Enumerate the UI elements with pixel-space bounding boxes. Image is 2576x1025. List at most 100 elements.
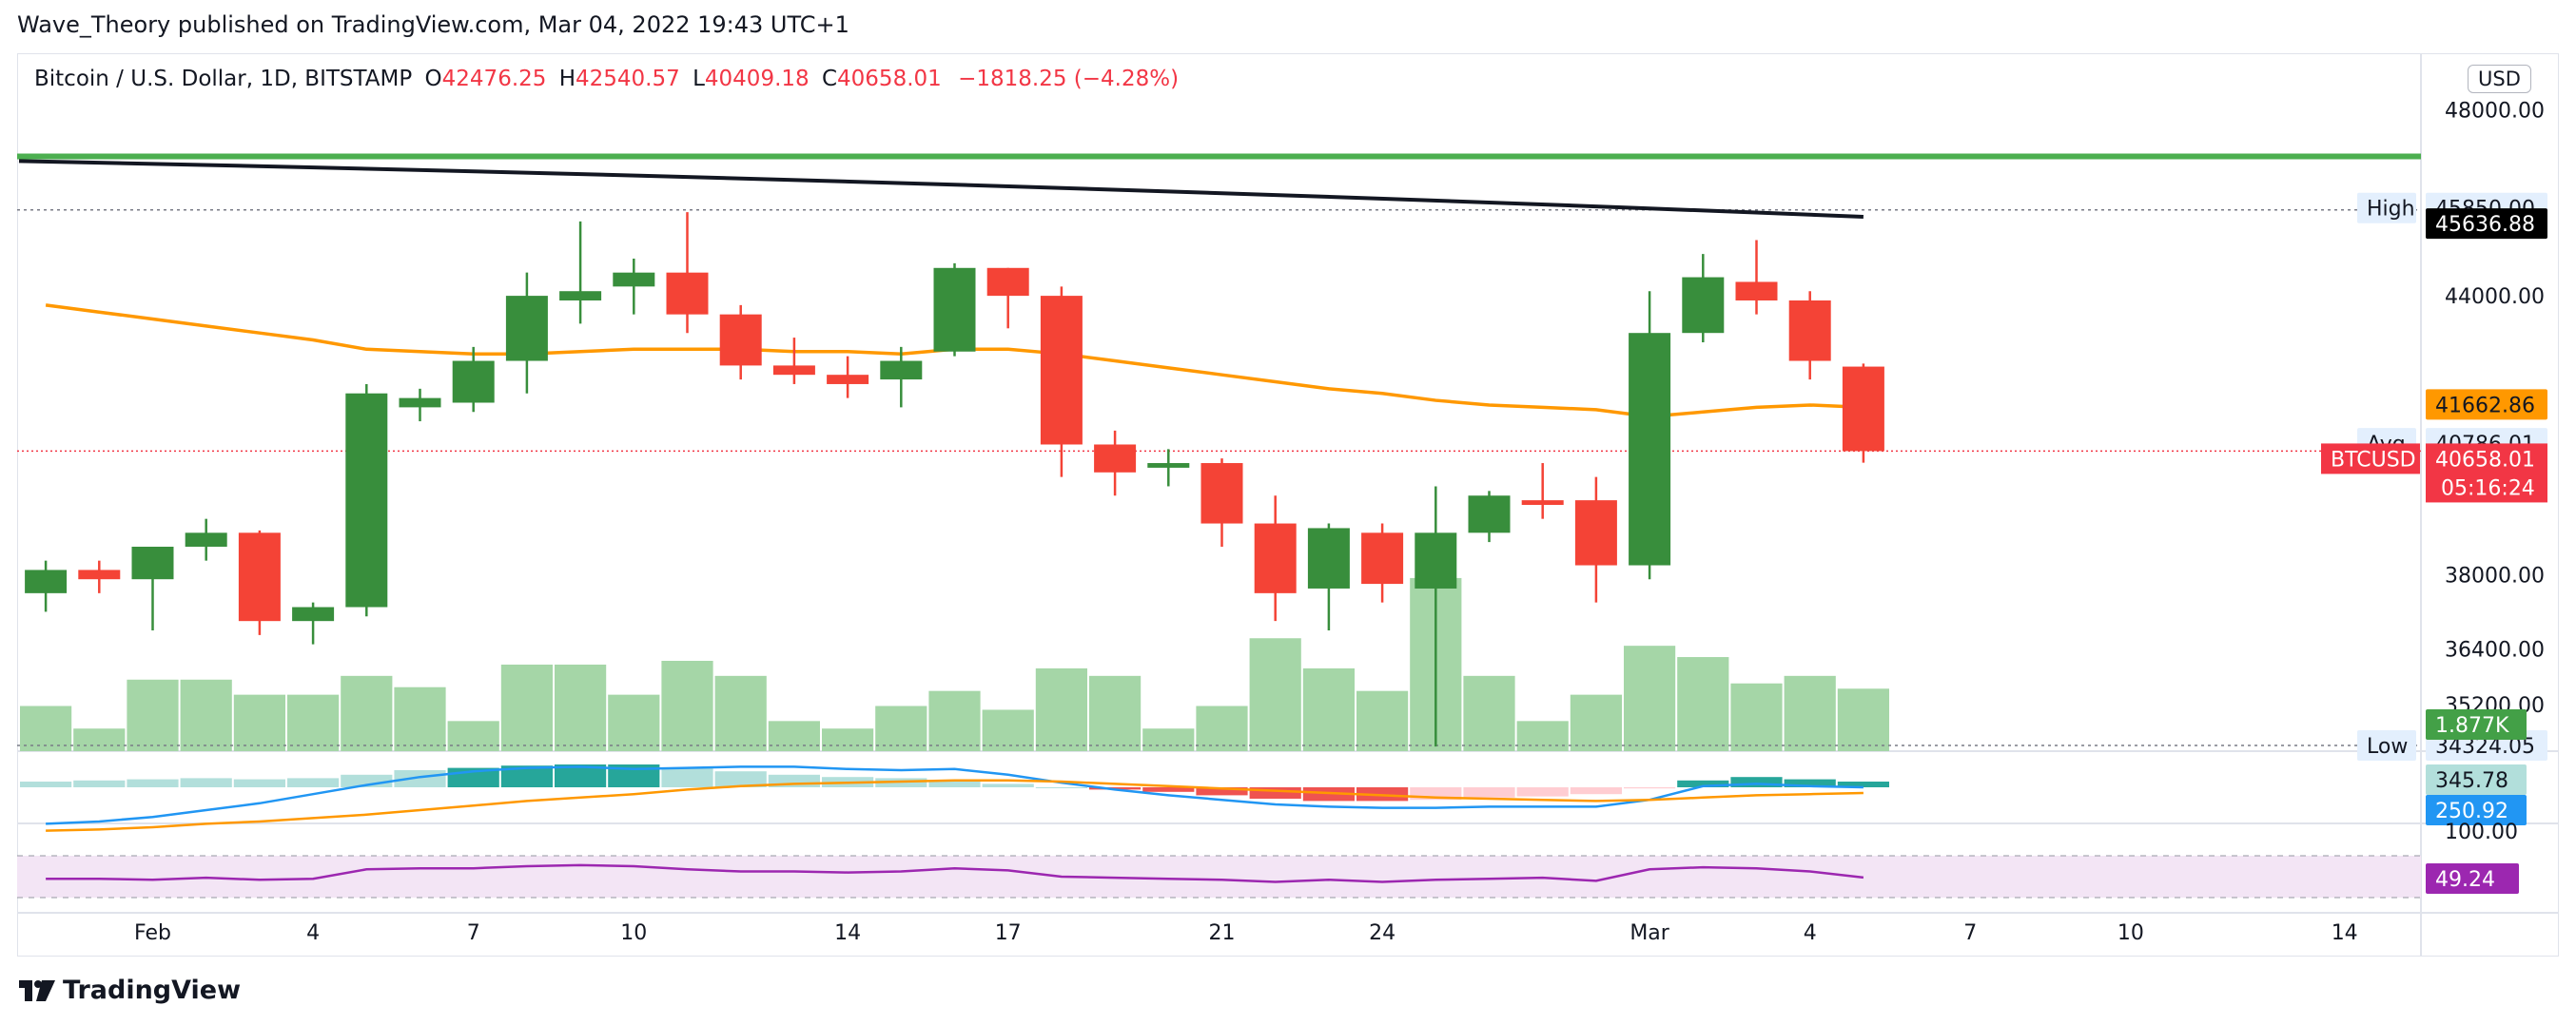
volume-bar bbox=[1035, 667, 1087, 751]
macd-histogram-bar bbox=[233, 779, 285, 787]
volume-bar bbox=[928, 690, 981, 751]
low-label: L bbox=[693, 67, 705, 91]
low-level-label: Low bbox=[2367, 735, 2408, 759]
candle-body bbox=[827, 375, 869, 384]
countdown-timer: 05:16:24 bbox=[2441, 476, 2535, 500]
symbol-legend: Bitcoin / U.S. Dollar, 1D, BITSTAMP O424… bbox=[34, 67, 1179, 91]
volume-bar bbox=[1142, 728, 1195, 751]
candle bbox=[1629, 291, 1671, 580]
macd-histogram-bar bbox=[1035, 787, 1087, 788]
low-value: 40409.18 bbox=[704, 67, 810, 91]
volume-bar bbox=[287, 694, 340, 751]
candle-body bbox=[25, 570, 68, 593]
candle-body bbox=[238, 532, 281, 622]
volume-bar bbox=[447, 721, 499, 751]
volume-bar bbox=[768, 721, 820, 751]
macd-histogram-bar bbox=[1624, 787, 1676, 789]
candle bbox=[1415, 486, 1457, 747]
candle-body bbox=[1147, 463, 1190, 468]
symbol-name: Bitcoin / U.S. Dollar, 1D, BITSTAMP bbox=[34, 67, 413, 91]
candle bbox=[613, 259, 655, 315]
candle-body bbox=[1735, 281, 1778, 300]
volume-bar bbox=[1302, 667, 1355, 751]
macd-histogram-bar bbox=[1837, 782, 1889, 787]
candle-body bbox=[719, 314, 762, 366]
publish-info: Wave_Theory published on TradingView.com… bbox=[17, 11, 849, 38]
candle-body bbox=[1842, 366, 1884, 452]
volume-bar bbox=[1677, 657, 1729, 751]
candle bbox=[1147, 449, 1190, 487]
high-level-label-bg bbox=[2357, 192, 2416, 223]
macd-line bbox=[46, 765, 1864, 825]
volume-bar bbox=[1463, 675, 1515, 751]
candle bbox=[1574, 476, 1617, 603]
macd-hist-tag: 345.78 bbox=[2435, 769, 2508, 793]
candle-body bbox=[1788, 300, 1831, 361]
candle bbox=[827, 356, 869, 398]
candle bbox=[399, 388, 441, 422]
macd-histogram-bar bbox=[1677, 780, 1729, 787]
candle bbox=[1254, 495, 1297, 622]
price-tick-label: 48000.00 bbox=[2445, 100, 2545, 124]
price-tick-label: 44000.00 bbox=[2445, 285, 2545, 309]
candle-body bbox=[1361, 532, 1404, 585]
macd-histogram-bar bbox=[982, 783, 1034, 787]
ma-orange-price-tag-bg bbox=[2426, 389, 2547, 420]
rsi-tag: 49.24 bbox=[2435, 868, 2495, 892]
currency-button[interactable]: USD bbox=[2468, 65, 2531, 93]
candle bbox=[719, 304, 762, 380]
candle-body bbox=[1307, 528, 1350, 589]
candle bbox=[1842, 363, 1884, 463]
candle bbox=[1521, 463, 1564, 519]
volume-bar bbox=[233, 694, 285, 751]
candle bbox=[1040, 286, 1083, 477]
candle bbox=[131, 546, 174, 630]
macd-histogram-bar bbox=[1463, 787, 1515, 798]
macd-histogram-bar bbox=[1142, 787, 1195, 792]
time-axis-label: 14 bbox=[2332, 921, 2358, 945]
volume-bar bbox=[1730, 683, 1783, 751]
tradingview-logo-icon bbox=[19, 979, 55, 1001]
volume-bar bbox=[20, 706, 72, 751]
volume-bar bbox=[500, 664, 553, 751]
tradingview-brand[interactable]: TradingView bbox=[19, 976, 241, 1005]
volume-tag-bg bbox=[2426, 709, 2527, 740]
volume-bar bbox=[555, 664, 607, 751]
macd-histogram-bar bbox=[73, 780, 126, 787]
candle-body bbox=[1200, 463, 1243, 524]
close-value: 40658.01 bbox=[837, 67, 942, 91]
volume-bar bbox=[1624, 646, 1676, 751]
volume-bar bbox=[73, 728, 126, 751]
volume-bar bbox=[1196, 706, 1248, 751]
candle-body bbox=[1094, 444, 1137, 473]
candle-body bbox=[933, 267, 976, 352]
candle bbox=[345, 383, 388, 617]
time-axis-label: 10 bbox=[2117, 921, 2144, 945]
candle bbox=[292, 602, 335, 645]
candle bbox=[1788, 291, 1831, 380]
volume-bar bbox=[1570, 694, 1622, 751]
volume-tag: 1.877K bbox=[2435, 714, 2509, 738]
macd-histogram-bar bbox=[1516, 787, 1569, 797]
macd-histogram-bar bbox=[928, 780, 981, 787]
candle-body bbox=[1682, 277, 1725, 334]
time-axis-label: 14 bbox=[834, 921, 861, 945]
macd-histogram-bar bbox=[1196, 787, 1248, 796]
candle-body bbox=[131, 546, 174, 580]
time-axis-label: 7 bbox=[1963, 921, 1977, 945]
last-price-tag: 40658.01 bbox=[2435, 448, 2535, 472]
rsi-tag-bg bbox=[2426, 863, 2519, 894]
candle-body bbox=[452, 360, 495, 403]
volume-bar bbox=[180, 679, 232, 751]
ma-orange-price-tag: 41662.86 bbox=[2435, 394, 2535, 417]
high-label: H bbox=[558, 67, 576, 91]
candle bbox=[933, 262, 976, 357]
time-axis-label: 7 bbox=[467, 921, 480, 945]
candle bbox=[1200, 458, 1243, 547]
candle bbox=[986, 267, 1029, 329]
candle bbox=[880, 346, 923, 408]
volume-bar bbox=[822, 728, 874, 751]
high-value: 42540.57 bbox=[576, 67, 680, 91]
macd-histogram-bar bbox=[127, 779, 179, 787]
